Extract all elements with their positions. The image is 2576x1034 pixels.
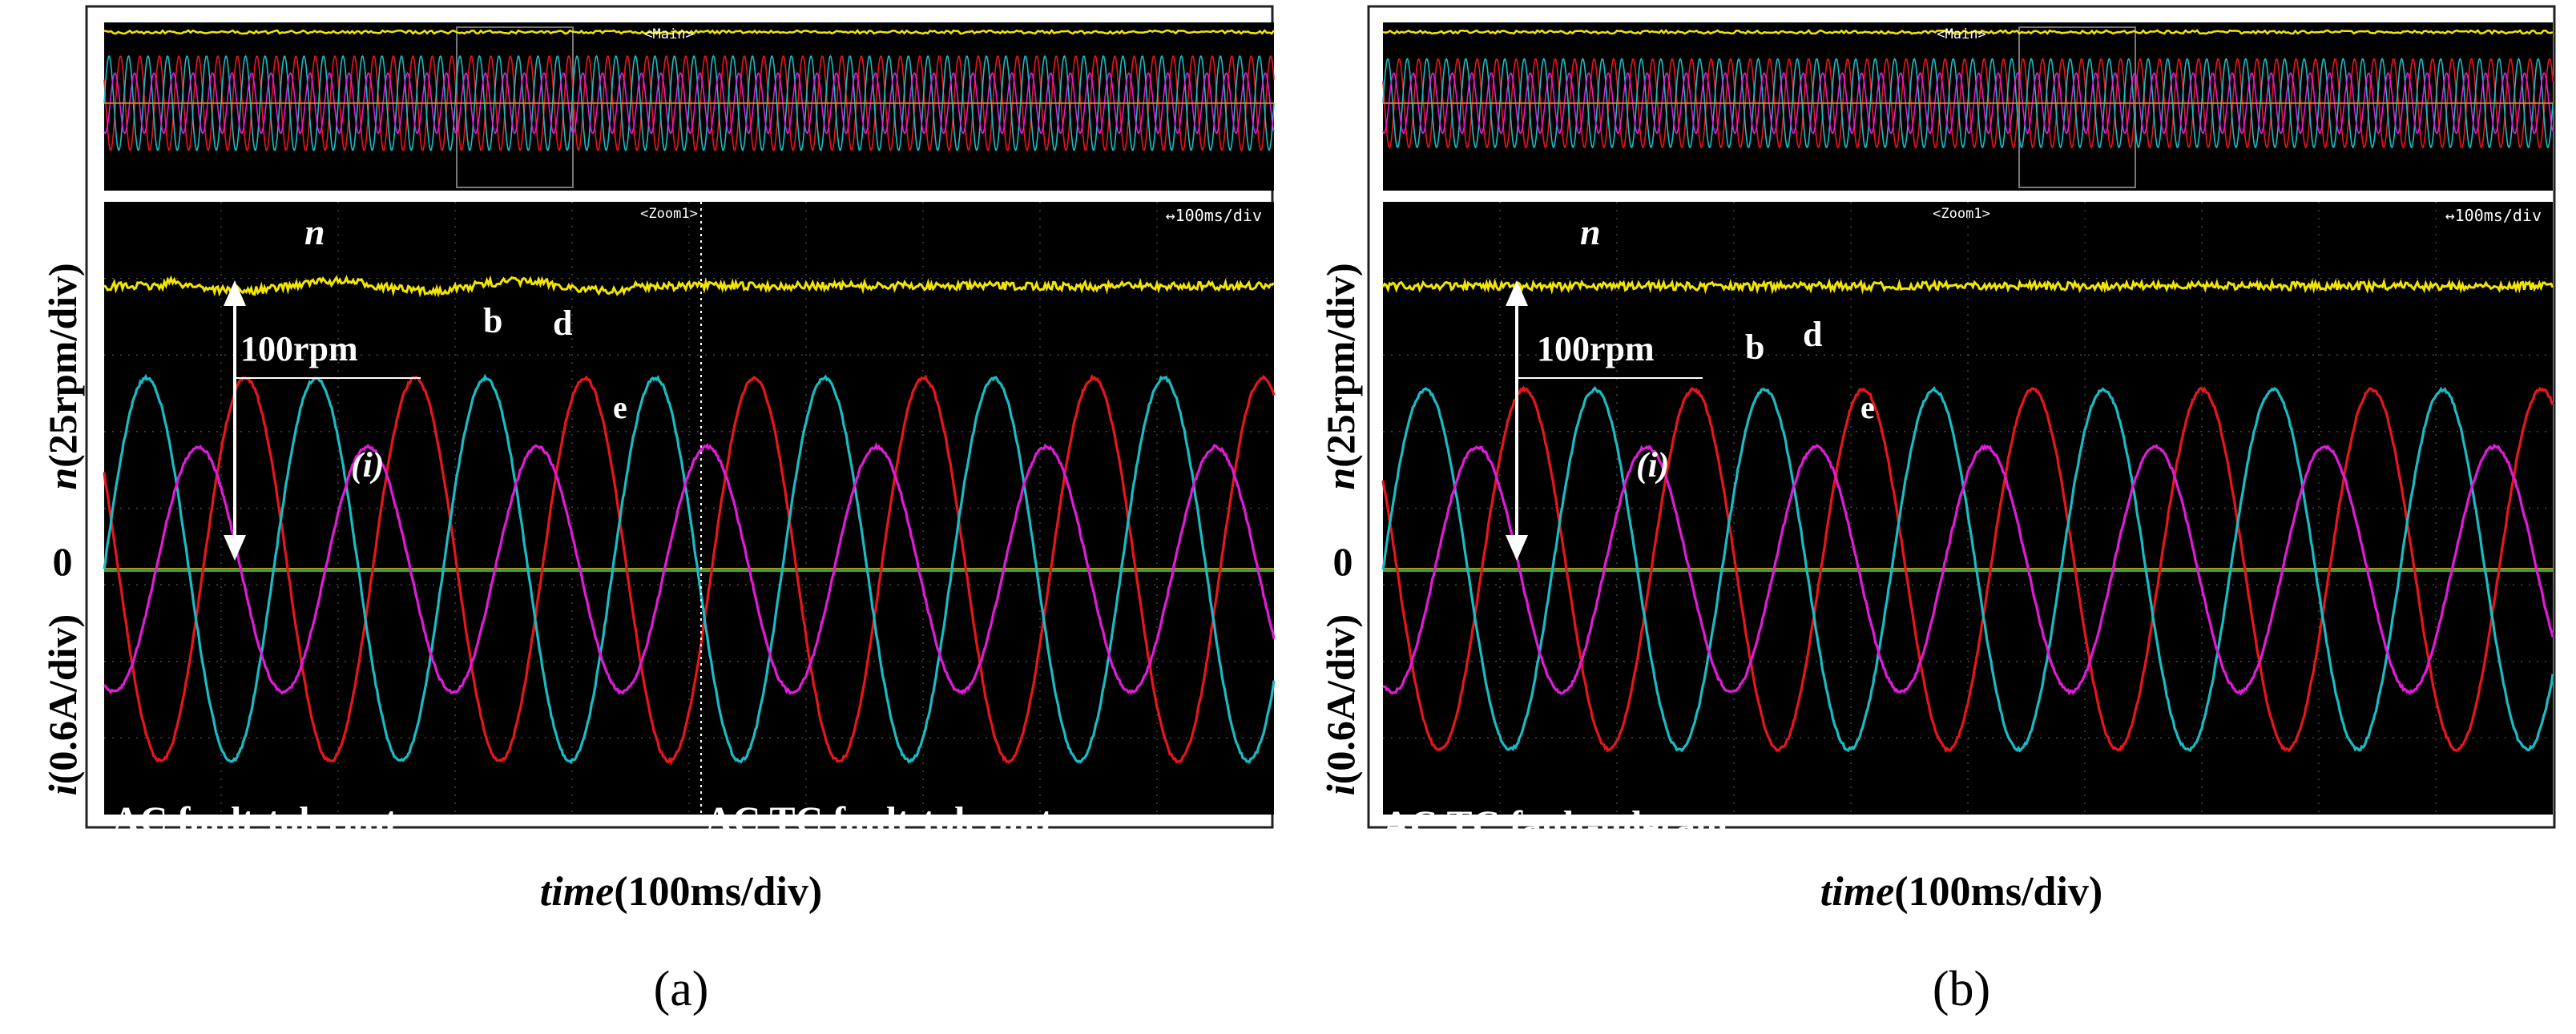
current-trace-b: [103, 373, 1276, 766]
main-label: <Main>: [1937, 26, 1985, 42]
y-axis-label-current: i(0.6A/div): [1318, 614, 1363, 795]
mode-right-label: AC TC fault-tolerant: [705, 799, 1053, 842]
timebase-label: ↔100ms/div: [1166, 206, 1262, 225]
overview-speed-trace: [1382, 29, 2554, 35]
overview-trace-e: [1382, 72, 2554, 135]
mode-left-label: AC fault-tolerant: [112, 799, 397, 842]
overview-trace-b: [1382, 58, 2554, 148]
overview-speed-trace: [103, 29, 1276, 35]
current-trace-b: [1381, 385, 2554, 754]
current-trace-e: [1382, 443, 2554, 696]
trace-b-label: b: [1745, 328, 1764, 367]
current-trace-d: [103, 373, 1276, 765]
panel-b: <Main> <Zoom1> ↔100ms/div n 100rpm b d e…: [1318, 5, 2556, 1016]
y-axis-label-speed: n(25rpm/div): [1318, 263, 1363, 489]
trace-d-label: d: [1803, 315, 1822, 354]
current-trace-e: [103, 441, 1276, 695]
panel-a: <Main> <Zoom1> ↔100ms/div n 100rpm b d e…: [40, 5, 1276, 1016]
caption: (a): [654, 962, 709, 1016]
zoom-traces: [103, 274, 1276, 766]
overview-traces: [103, 29, 1276, 151]
x-axis-label: time(100ms/div): [540, 869, 822, 915]
zoom-traces: [1381, 277, 2554, 754]
current-trace-d: [1381, 386, 2554, 753]
timebase-label: ↔100ms/div: [2445, 206, 2542, 225]
rpm-arrow-down: [1506, 535, 1528, 561]
overview-trace-b: [103, 55, 1275, 151]
current-trace-label: (i): [351, 445, 385, 485]
trace-e-label: e: [1860, 389, 1875, 425]
rpm-arrow-up: [224, 280, 246, 306]
current-trace-label: (i): [1636, 445, 1670, 485]
speed-trace-label: n: [1580, 211, 1601, 252]
y-axis-label-current: i(0.6A/div): [40, 614, 85, 795]
overview-trace-e: [103, 72, 1275, 135]
caption: (b): [1933, 962, 1990, 1016]
zero-label: 0: [1333, 539, 1353, 584]
trace-e-label: e: [613, 389, 627, 425]
zoom-label: <Zoom1>: [640, 206, 698, 222]
zoom-label: <Zoom1>: [1933, 206, 1990, 222]
y-axis-label-speed: n(25rpm/div): [40, 263, 85, 489]
rpm-arrow-down: [224, 535, 246, 561]
rpm-step-label: 100rpm: [1537, 329, 1655, 368]
overview-traces: [1382, 29, 2554, 149]
speed-trace: [103, 274, 1275, 298]
trace-b-label: b: [483, 301, 502, 340]
rpm-arrow-up: [1506, 280, 1528, 306]
speed-trace: [1381, 277, 2554, 296]
scope-frame: [1367, 5, 2556, 829]
main-label: <Main>: [644, 26, 693, 42]
x-axis-label: time(100ms/div): [1820, 869, 2102, 915]
trace-d-label: d: [553, 304, 572, 343]
rpm-step-label: 100rpm: [240, 329, 358, 368]
speed-trace-label: n: [304, 211, 325, 252]
mode-left-label: AC TC fault-tolerant: [1382, 803, 1730, 846]
zero-label: 0: [53, 539, 73, 584]
